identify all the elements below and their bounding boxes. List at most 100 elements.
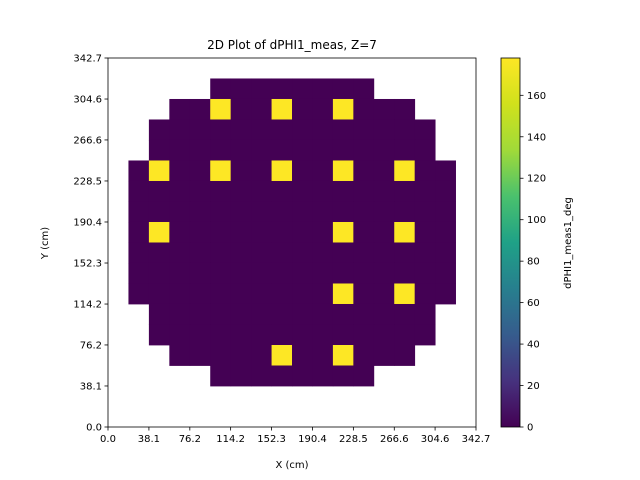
heatmap-cell bbox=[230, 119, 252, 141]
heatmap-cell bbox=[373, 139, 395, 161]
x-tick-label: 152.3 bbox=[257, 434, 286, 445]
heatmap-cell bbox=[271, 78, 293, 100]
heatmap-cell bbox=[414, 283, 436, 305]
heatmap-cell bbox=[353, 221, 375, 243]
heatmap-cell bbox=[210, 324, 232, 346]
x-axis-ticks: 0.0 38.1 76.2 114.2 152.3 190.4 228.5 266.6 304.… bbox=[100, 427, 490, 445]
heatmap-cell bbox=[148, 119, 170, 141]
colorbar-tick-label: 120 bbox=[527, 174, 546, 185]
heatmap-cell bbox=[210, 160, 232, 182]
heatmap-cell bbox=[230, 98, 252, 120]
heatmap-cell bbox=[435, 180, 456, 202]
heatmap-cell bbox=[394, 160, 416, 182]
colorbar-tick-label: 140 bbox=[527, 132, 546, 143]
heatmap-cell bbox=[210, 201, 232, 223]
heatmap-cell bbox=[394, 345, 416, 366]
heatmap-cell bbox=[312, 160, 334, 182]
heatmap-cell bbox=[230, 303, 252, 325]
heatmap-cell bbox=[271, 345, 293, 366]
heatmap-cell bbox=[292, 221, 313, 243]
heatmap-cell bbox=[435, 160, 456, 182]
heatmap-cell bbox=[353, 139, 375, 161]
heatmap-cell bbox=[394, 242, 416, 264]
heatmap-cell bbox=[332, 324, 354, 346]
x-tick-label: 228.5 bbox=[339, 434, 368, 445]
heatmap-cell bbox=[414, 160, 436, 182]
y-tick-label: 342.7 bbox=[73, 54, 102, 65]
colorbar-ticks: 0 20 40 60 80 100 120 140 160 bbox=[520, 91, 546, 434]
heatmap-cell bbox=[332, 221, 354, 243]
heatmap-cell bbox=[373, 345, 395, 366]
x-tick-label: 76.2 bbox=[179, 434, 201, 445]
heatmap-cell bbox=[189, 221, 211, 243]
heatmap-cell bbox=[148, 283, 170, 305]
heatmap-cell bbox=[128, 201, 150, 223]
heatmap-cell bbox=[169, 324, 191, 346]
heatmap-cell bbox=[332, 78, 354, 100]
heatmap-cell bbox=[332, 303, 354, 325]
heatmap-cell bbox=[312, 180, 334, 202]
x-tick-label: 114.2 bbox=[216, 434, 245, 445]
heatmap-cell bbox=[210, 78, 232, 100]
heatmap-cell bbox=[169, 119, 191, 141]
heatmap-cell bbox=[292, 365, 313, 387]
heatmap-cell bbox=[373, 119, 395, 141]
heatmap-cell bbox=[292, 78, 313, 100]
heatmap-cell bbox=[230, 221, 252, 243]
heatmap-cell bbox=[373, 160, 395, 182]
heatmap-cell bbox=[189, 303, 211, 325]
heatmap-cell bbox=[353, 262, 375, 284]
heatmap-cell bbox=[414, 119, 436, 141]
heatmap-cell bbox=[251, 283, 272, 305]
heatmap-cell bbox=[312, 119, 334, 141]
heatmap-cell bbox=[394, 221, 416, 243]
heatmap-cell bbox=[332, 139, 354, 161]
heatmap-cell bbox=[332, 365, 354, 387]
heatmap-cell bbox=[251, 98, 272, 120]
heatmap-cell bbox=[414, 324, 436, 346]
heatmap-cell bbox=[394, 201, 416, 223]
heatmap-cell bbox=[230, 242, 252, 264]
heatmap-cell bbox=[169, 303, 191, 325]
heatmap-cell bbox=[189, 98, 211, 120]
heatmap-cell bbox=[210, 180, 232, 202]
y-tick-label: 228.5 bbox=[73, 176, 102, 187]
heatmap-cell bbox=[271, 139, 293, 161]
heatmap-cell bbox=[128, 160, 150, 182]
heatmap-cell bbox=[128, 221, 150, 243]
heatmap-cell bbox=[332, 180, 354, 202]
heatmap-cell bbox=[189, 139, 211, 161]
y-axis-label: Y (cm) bbox=[40, 227, 51, 260]
heatmap-cell bbox=[292, 303, 313, 325]
heatmap-cell bbox=[394, 324, 416, 346]
heatmap-cell bbox=[189, 180, 211, 202]
y-tick-label: 0.0 bbox=[86, 423, 102, 434]
heatmap-cell bbox=[148, 242, 170, 264]
heatmap-cell bbox=[312, 242, 334, 264]
colorbar bbox=[500, 57, 521, 428]
heatmap-cell bbox=[251, 180, 272, 202]
heatmap-cell bbox=[210, 139, 232, 161]
heatmap-cell bbox=[435, 201, 456, 223]
heatmap-cell bbox=[292, 160, 313, 182]
heatmap-cell bbox=[271, 201, 293, 223]
heatmap-cell bbox=[169, 345, 191, 366]
heatmap-cell bbox=[189, 345, 211, 366]
heatmap-cell bbox=[292, 345, 313, 366]
heatmap-cell bbox=[169, 180, 191, 202]
x-tick-label: 304.6 bbox=[421, 434, 450, 445]
heatmap-cell bbox=[271, 98, 293, 120]
heatmap-cell bbox=[230, 78, 252, 100]
heatmap-cell bbox=[353, 365, 375, 387]
heatmap-cell bbox=[251, 324, 272, 346]
heatmap-cell bbox=[435, 283, 456, 305]
heatmap-cell bbox=[373, 98, 395, 120]
heatmap-cell bbox=[230, 139, 252, 161]
heatmap-cell bbox=[394, 98, 416, 120]
heatmap-cell bbox=[394, 283, 416, 305]
heatmap-cell bbox=[251, 221, 272, 243]
heatmap-cell bbox=[292, 98, 313, 120]
heatmap-cell bbox=[210, 242, 232, 264]
heatmap-cell bbox=[292, 262, 313, 284]
heatmap-cell bbox=[128, 283, 150, 305]
